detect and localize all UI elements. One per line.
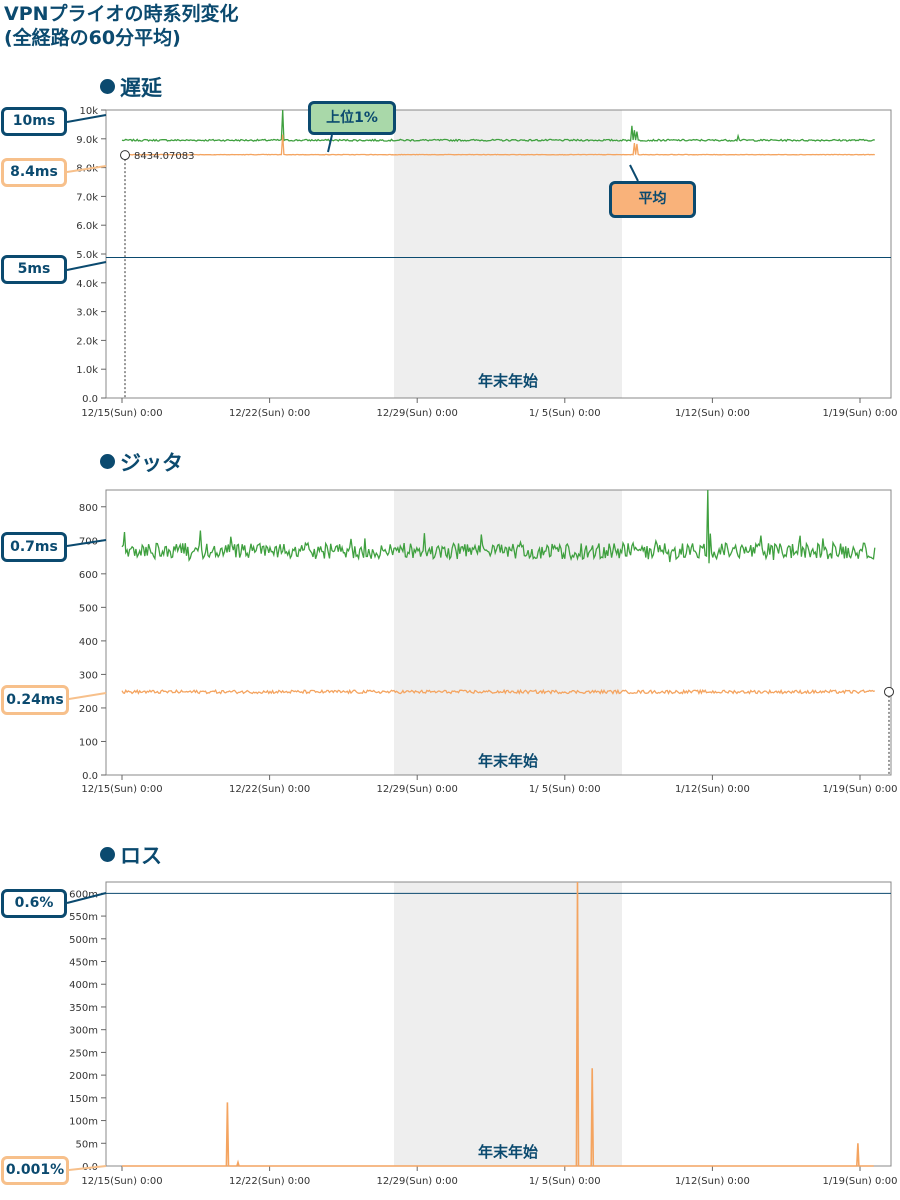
holiday-band: [394, 490, 622, 775]
y-tick-label: 350m: [69, 1003, 98, 1014]
x-tick-label: 12/15(Sun) 0:00: [81, 784, 162, 795]
y-tick-label: 9.0k: [76, 135, 98, 146]
y-tick-label: 800: [79, 503, 98, 514]
y-tick-label: 150m: [69, 1094, 98, 1105]
y-tick-label: 100: [79, 737, 98, 748]
bullet-icon: [100, 847, 115, 862]
series-line-green: [121, 109, 875, 143]
y-tick-label: 300m: [69, 1026, 98, 1037]
y-tick-label: 1.0k: [76, 365, 98, 376]
y-tick-label: 200: [79, 704, 98, 715]
callout-connector: [68, 1165, 107, 1171]
x-tick-label: 12/15(Sun) 0:00: [81, 1176, 162, 1187]
callout-connector: [66, 892, 107, 904]
x-tick-label: 1/12(Sun) 0:00: [675, 408, 750, 419]
x-tick-label: 1/ 5(Sun) 0:00: [529, 408, 601, 419]
x-tick-label: 1/19(Sun) 0:00: [823, 784, 898, 795]
y-tick-label: 400: [79, 637, 98, 648]
y-tick-label: 600m: [69, 889, 98, 900]
section-jitter-label: ジッタ: [120, 451, 183, 475]
callout-0-6-percent: 0.6%: [1, 889, 67, 918]
y-tick-label: 100m: [69, 1117, 98, 1128]
tooltip-marker: [120, 150, 130, 161]
callout-connector: [629, 164, 639, 182]
page-title: VPNプライオの時系列変化 (全経路の60分平均): [4, 2, 239, 50]
y-tick-label: 2.0k: [76, 336, 98, 347]
bullet-icon: [100, 454, 115, 469]
x-tick-label: 12/15(Sun) 0:00: [81, 408, 162, 419]
holiday-band: [394, 882, 622, 1166]
x-tick-label: 12/22(Sun) 0:00: [229, 408, 310, 419]
callout-connector: [66, 539, 107, 547]
title-line-2: (全経路の60分平均): [4, 27, 181, 49]
x-tick-label: 12/29(Sun) 0:00: [377, 408, 458, 419]
y-tick-label: 250m: [69, 1048, 98, 1059]
section-latency-label: 遅延: [120, 76, 162, 100]
y-tick-label: 0.0: [82, 771, 98, 782]
tooltip-value: 8434.07083: [134, 151, 194, 162]
callout-connector: [66, 165, 107, 173]
holiday-band-label: 年末年始: [478, 372, 538, 390]
latency-chart: 年末年始0.01.0k2.0k3.0k4.0k5.0k6.0k7.0k8.0k9…: [66, 106, 898, 419]
y-tick-label: 10k: [79, 106, 98, 117]
section-loss: ロス: [100, 840, 162, 870]
y-tick-label: 6.0k: [76, 221, 98, 232]
callout-connector: [66, 261, 107, 271]
callout-connector: [68, 692, 107, 700]
callout-connector: [66, 114, 107, 123]
y-tick-label: 500m: [69, 935, 98, 946]
series-line-orange: [121, 134, 875, 156]
series-line-orange: [121, 688, 875, 696]
x-tick-label: 12/22(Sun) 0:00: [229, 784, 310, 795]
callout-top1-percent: 上位1%: [308, 101, 396, 135]
callout-0-24ms: 0.24ms: [1, 685, 69, 715]
end-marker: [884, 686, 894, 697]
y-tick-label: 550m: [69, 912, 98, 923]
y-tick-label: 200m: [69, 1071, 98, 1082]
section-latency: 遅延: [100, 72, 162, 102]
callout-0-7ms: 0.7ms: [1, 532, 67, 562]
section-loss-label: ロス: [120, 844, 162, 868]
y-tick-label: 300: [79, 670, 98, 681]
x-tick-label: 1/19(Sun) 0:00: [823, 408, 898, 419]
holiday-band-label: 年末年始: [478, 1143, 538, 1161]
y-tick-label: 4.0k: [76, 279, 98, 290]
callout-0-001-percent: 0.001%: [1, 1156, 69, 1185]
x-tick-label: 1/ 5(Sun) 0:00: [529, 784, 601, 795]
y-tick-label: 500: [79, 603, 98, 614]
callout-10ms: 10ms: [1, 107, 67, 136]
x-tick-label: 1/19(Sun) 0:00: [823, 1176, 898, 1187]
callout-average: 平均: [609, 181, 696, 218]
holiday-band-label: 年末年始: [478, 752, 538, 770]
y-tick-label: 400m: [69, 980, 98, 991]
section-jitter: ジッタ: [100, 447, 183, 477]
y-tick-label: 3.0k: [76, 308, 98, 319]
holiday-band: [394, 110, 622, 398]
x-tick-label: 12/22(Sun) 0:00: [229, 1176, 310, 1187]
y-tick-label: 450m: [69, 958, 98, 969]
y-tick-label: 7.0k: [76, 192, 98, 203]
callout-8-4ms: 8.4ms: [1, 158, 67, 187]
title-line-1: VPNプライオの時系列変化: [4, 3, 239, 25]
y-tick-label: 50m: [76, 1139, 98, 1150]
y-tick-label: 600: [79, 570, 98, 581]
bullet-icon: [100, 79, 115, 94]
x-tick-label: 12/29(Sun) 0:00: [377, 1176, 458, 1187]
x-tick-label: 1/12(Sun) 0:00: [675, 784, 750, 795]
plot-frame: [105, 489, 892, 776]
y-tick-label: 0.0: [82, 394, 98, 405]
x-tick-label: 1/12(Sun) 0:00: [675, 1176, 750, 1187]
jitter-chart: 年末年始0.010020030040050060070080012/15(Sun…: [66, 489, 898, 795]
series-line-green: [121, 489, 876, 564]
x-tick-label: 12/29(Sun) 0:00: [377, 784, 458, 795]
series-line-orange: [122, 881, 874, 1167]
callout-connector: [327, 134, 333, 153]
x-tick-label: 1/ 5(Sun) 0:00: [529, 1176, 601, 1187]
y-tick-label: 5.0k: [76, 250, 98, 261]
callout-5ms: 5ms: [1, 255, 67, 284]
